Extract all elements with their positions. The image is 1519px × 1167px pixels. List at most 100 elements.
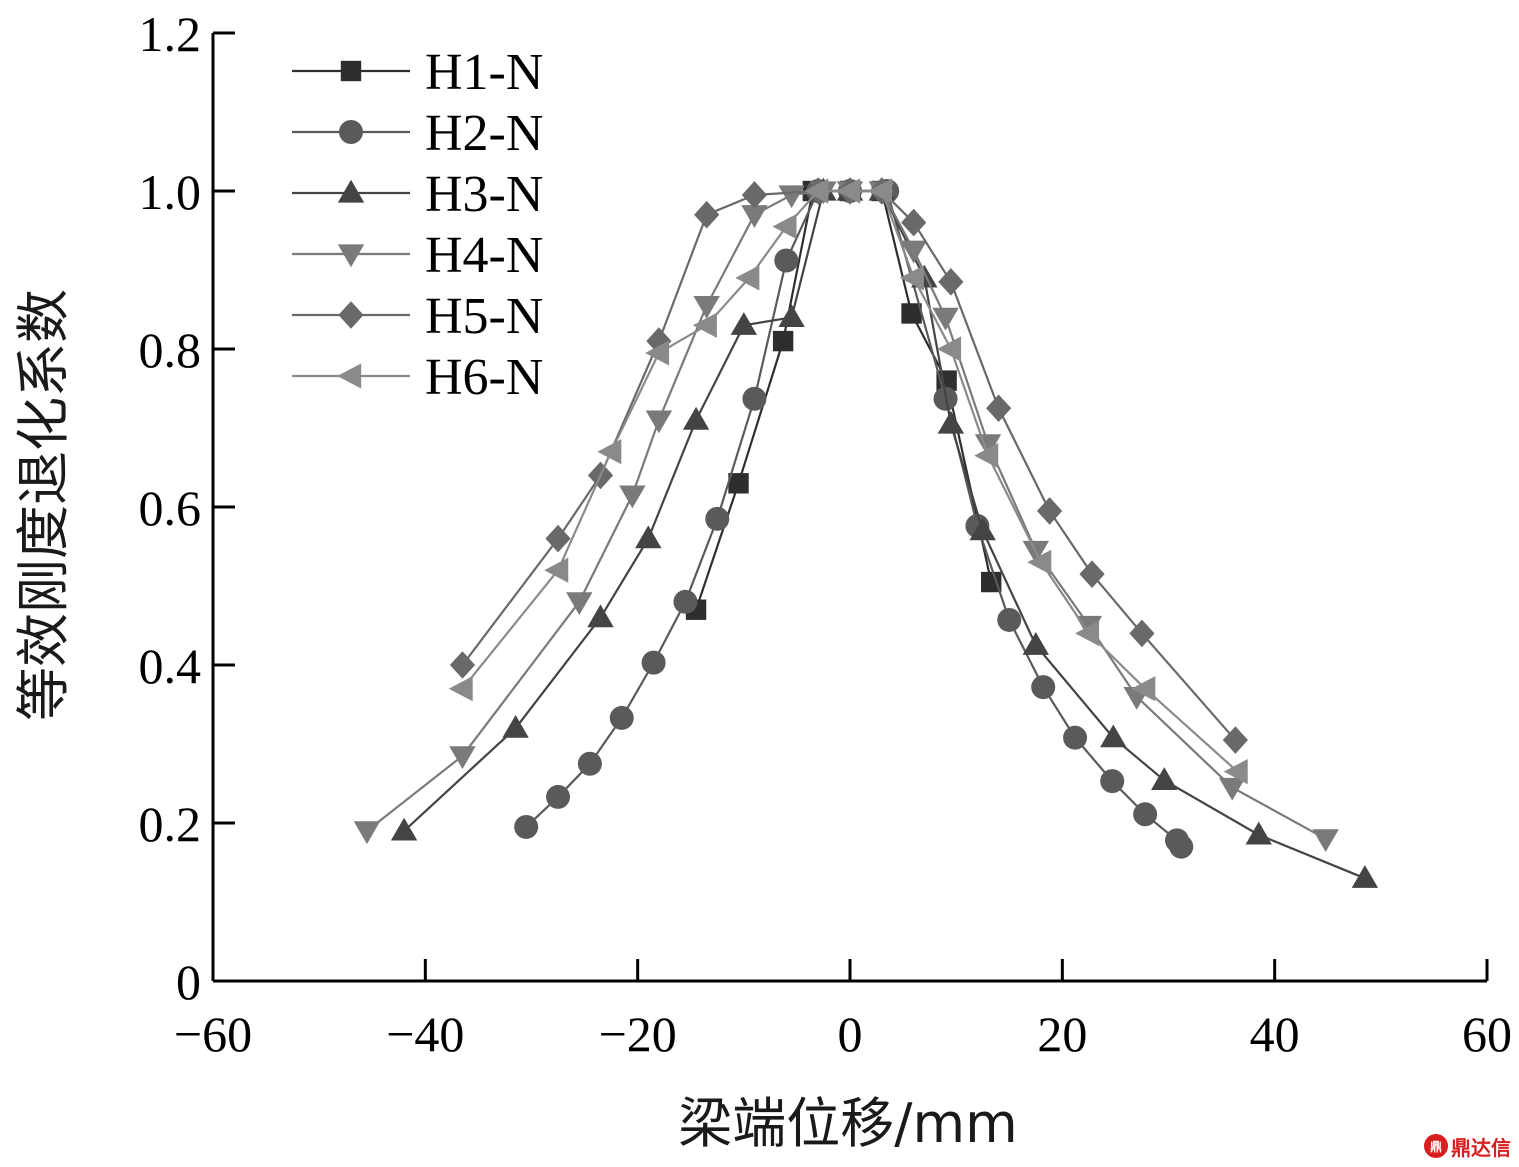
data-point (1075, 620, 1100, 646)
data-point (1222, 726, 1248, 754)
data-point (728, 473, 749, 494)
data-point (937, 410, 965, 434)
data-point (1031, 675, 1056, 700)
data-point (1245, 821, 1272, 845)
data-point (1129, 619, 1155, 648)
legend-label: H5-N (425, 288, 543, 345)
data-point (997, 607, 1022, 632)
data-point (645, 340, 670, 366)
data-point (730, 312, 758, 335)
y-tick-label: 1.2 (139, 6, 202, 62)
series-H5-N (449, 177, 1248, 754)
data-point (619, 485, 646, 509)
data-point (804, 178, 829, 204)
data-point (1223, 759, 1248, 785)
data-point (1151, 767, 1178, 790)
data-point (609, 705, 634, 730)
legend-item: H6-N (292, 349, 543, 406)
data-point (449, 651, 476, 679)
data-point (502, 715, 529, 738)
data-point (778, 185, 805, 209)
data-point (544, 557, 569, 583)
data-point (449, 746, 476, 770)
data-point (514, 814, 539, 839)
legend-item: H5-N (292, 288, 543, 345)
watermark-logo: 鼎 鼎达信 (1424, 1131, 1511, 1161)
data-point (566, 592, 593, 615)
data-point (932, 307, 959, 331)
data-point (337, 179, 365, 203)
data-point (577, 751, 602, 776)
data-point (900, 240, 927, 264)
y-tick-label: 0.4 (139, 638, 202, 694)
data-point (1169, 834, 1194, 859)
legend-item: H4-N (292, 227, 543, 284)
series-line (525, 189, 1183, 848)
data-point (338, 301, 364, 329)
series-H2-N (514, 179, 1194, 859)
y-tick-label: 0.2 (139, 796, 202, 852)
y-axis-title: 等效刚度退化系数 (12, 289, 75, 721)
legend-label: H1-N (425, 44, 543, 101)
y-tick-label: 0.8 (139, 322, 202, 378)
y-tick-label: 1.0 (139, 164, 202, 220)
data-point (938, 268, 964, 296)
data-point (974, 443, 999, 469)
data-point (1312, 829, 1339, 852)
data-point (682, 406, 710, 430)
data-point (1351, 865, 1379, 888)
data-point (693, 295, 720, 319)
x-tick-label: −20 (599, 1006, 677, 1062)
data-point (587, 604, 614, 628)
data-point (741, 205, 768, 228)
y-tick-label: 0.6 (139, 480, 202, 536)
legend-label: H6-N (425, 349, 543, 406)
legend-label: H4-N (425, 227, 543, 284)
x-tick-label: −60 (174, 1006, 252, 1062)
y-tick-label: 0 (176, 954, 201, 1010)
data-point (673, 589, 698, 614)
legend: H1-NH2-NH3-NH4-NH5-NH6-N (292, 44, 543, 406)
data-point (339, 120, 363, 144)
legend-item: H2-N (292, 105, 543, 162)
data-point (353, 821, 381, 845)
data-point (1100, 769, 1125, 794)
data-point (778, 304, 805, 327)
data-point (390, 817, 418, 841)
data-point (772, 330, 794, 352)
data-point (836, 178, 861, 204)
x-tick-label: −40 (386, 1006, 464, 1062)
data-point (641, 650, 666, 675)
legend-label: H3-N (425, 166, 543, 223)
axes: −60 −40 −20 0 20 40 60 0 0.2 0.4 0.6 0.8 1.0 1.2 (139, 6, 1513, 1062)
data-point (1027, 549, 1052, 575)
data-point (774, 248, 799, 273)
data-point (901, 303, 922, 324)
data-point (981, 571, 1002, 593)
data-point (735, 265, 760, 291)
x-axis-title: 梁端位移/mm (678, 1092, 1017, 1155)
data-point (645, 410, 673, 434)
data-point (1219, 777, 1246, 801)
x-tick-label: 60 (1462, 1006, 1512, 1062)
data-point (899, 265, 924, 291)
series-H6-N (448, 178, 1248, 785)
data-point (1036, 497, 1063, 525)
x-tick-label: 0 (838, 1006, 863, 1062)
data-point (742, 386, 767, 411)
data-point (772, 213, 797, 240)
series-line (461, 189, 1237, 741)
data-point (986, 394, 1012, 423)
data-point (597, 439, 622, 465)
legend-label: H2-N (425, 105, 543, 162)
data-point (1131, 676, 1156, 702)
data-point (1063, 725, 1088, 750)
data-point (545, 524, 571, 553)
data-point (901, 208, 927, 237)
series-line (461, 189, 1239, 773)
data-point (448, 676, 473, 702)
data-point (337, 363, 362, 389)
data-point (1133, 802, 1158, 827)
data-point (337, 244, 365, 268)
